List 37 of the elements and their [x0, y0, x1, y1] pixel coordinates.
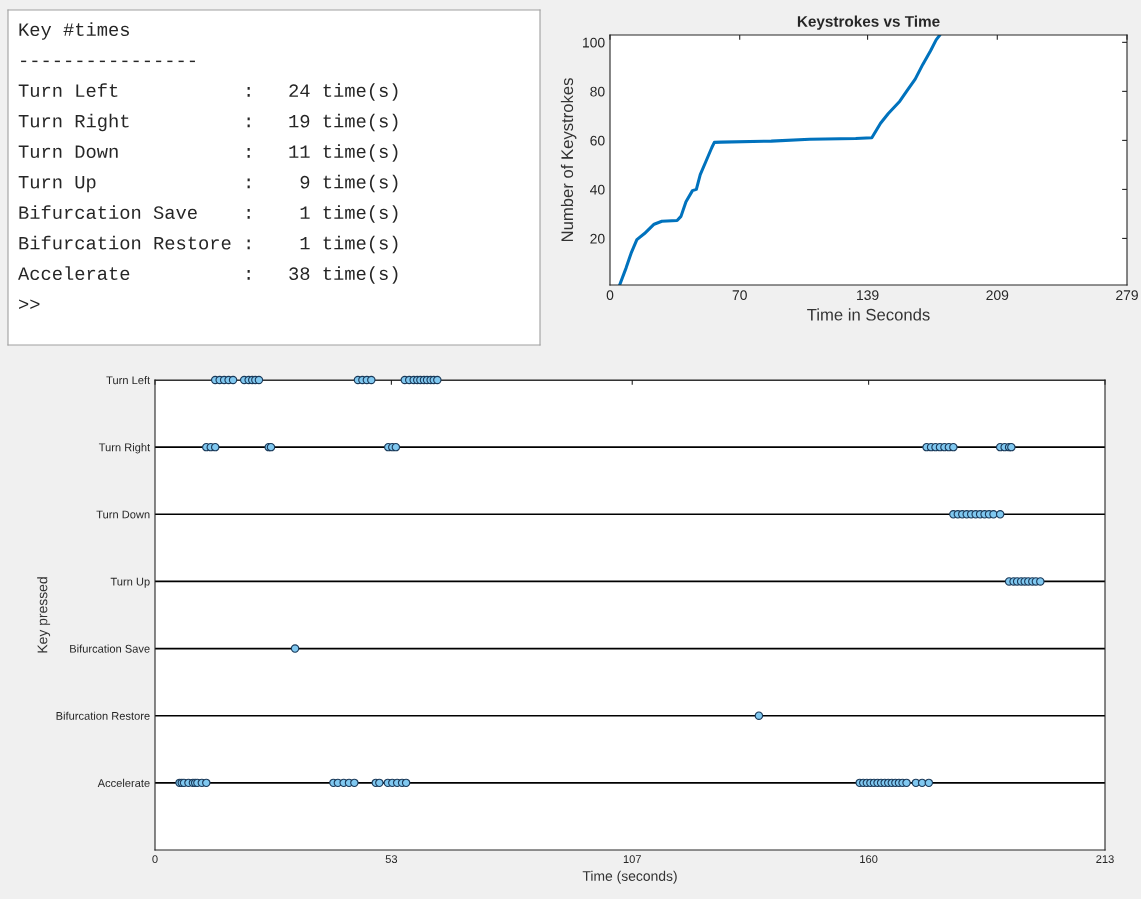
- text: Turn Up : 9 time(s): [18, 174, 398, 193]
- y-tick-label: Bifurcation Restore: [56, 711, 150, 720]
- y-tick-label: 100: [583, 37, 605, 48]
- text: Bifurcation Restore : 1 time(s): [19, 235, 398, 254]
- text: Turn Right : 19 time(s): [18, 113, 398, 132]
- chart-title: Keystrokes vs Time: [797, 15, 940, 30]
- y-tick-label: Turn Up: [110, 577, 150, 588]
- x-tick-label: 53: [385, 855, 398, 864]
- text: Bifurcation Save : 1 time(s): [19, 205, 398, 223]
- y-tick-label: 20: [590, 233, 605, 244]
- y-axis-title: Number of Keystrokes: [560, 78, 577, 242]
- y-tick-label: 60: [590, 135, 605, 146]
- x-tick-label: 279: [1116, 290, 1138, 301]
- y-tick-label: Turn Down: [96, 510, 150, 519]
- y-tick-label: 40: [590, 184, 605, 195]
- x-tick-label: 139: [857, 290, 879, 301]
- text: >>: [19, 299, 40, 309]
- x-tick-label: 107: [623, 855, 641, 864]
- text: Turn Left : 24 time(s): [18, 83, 398, 101]
- text: Key #times: [19, 22, 129, 40]
- y-tick-label: Accelerate: [97, 778, 150, 787]
- x-tick-label: 0: [152, 855, 158, 864]
- y-tick-label: 80: [590, 86, 605, 97]
- x-tick-label: 213: [1096, 855, 1114, 864]
- y-axis-title: Key pressed: [37, 577, 51, 653]
- text: Turn Down : 11 time(s): [18, 144, 398, 162]
- y-tick-label: Turn Right: [98, 443, 151, 454]
- x-tick-label: 160: [860, 855, 878, 864]
- text: ----------------: [21, 60, 195, 63]
- x-axis-title: Time (seconds): [582, 870, 677, 884]
- y-tick-label: Bifurcation Save: [70, 644, 150, 653]
- text: Accelerate : 38 time(s): [18, 266, 398, 284]
- x-tick-label: 0: [606, 290, 614, 301]
- x-tick-label: 70: [732, 290, 747, 301]
- x-tick-label: 209: [986, 290, 1009, 301]
- y-tick-label: Turn Left: [106, 375, 151, 385]
- x-axis-title: Time in Seconds: [807, 308, 930, 321]
